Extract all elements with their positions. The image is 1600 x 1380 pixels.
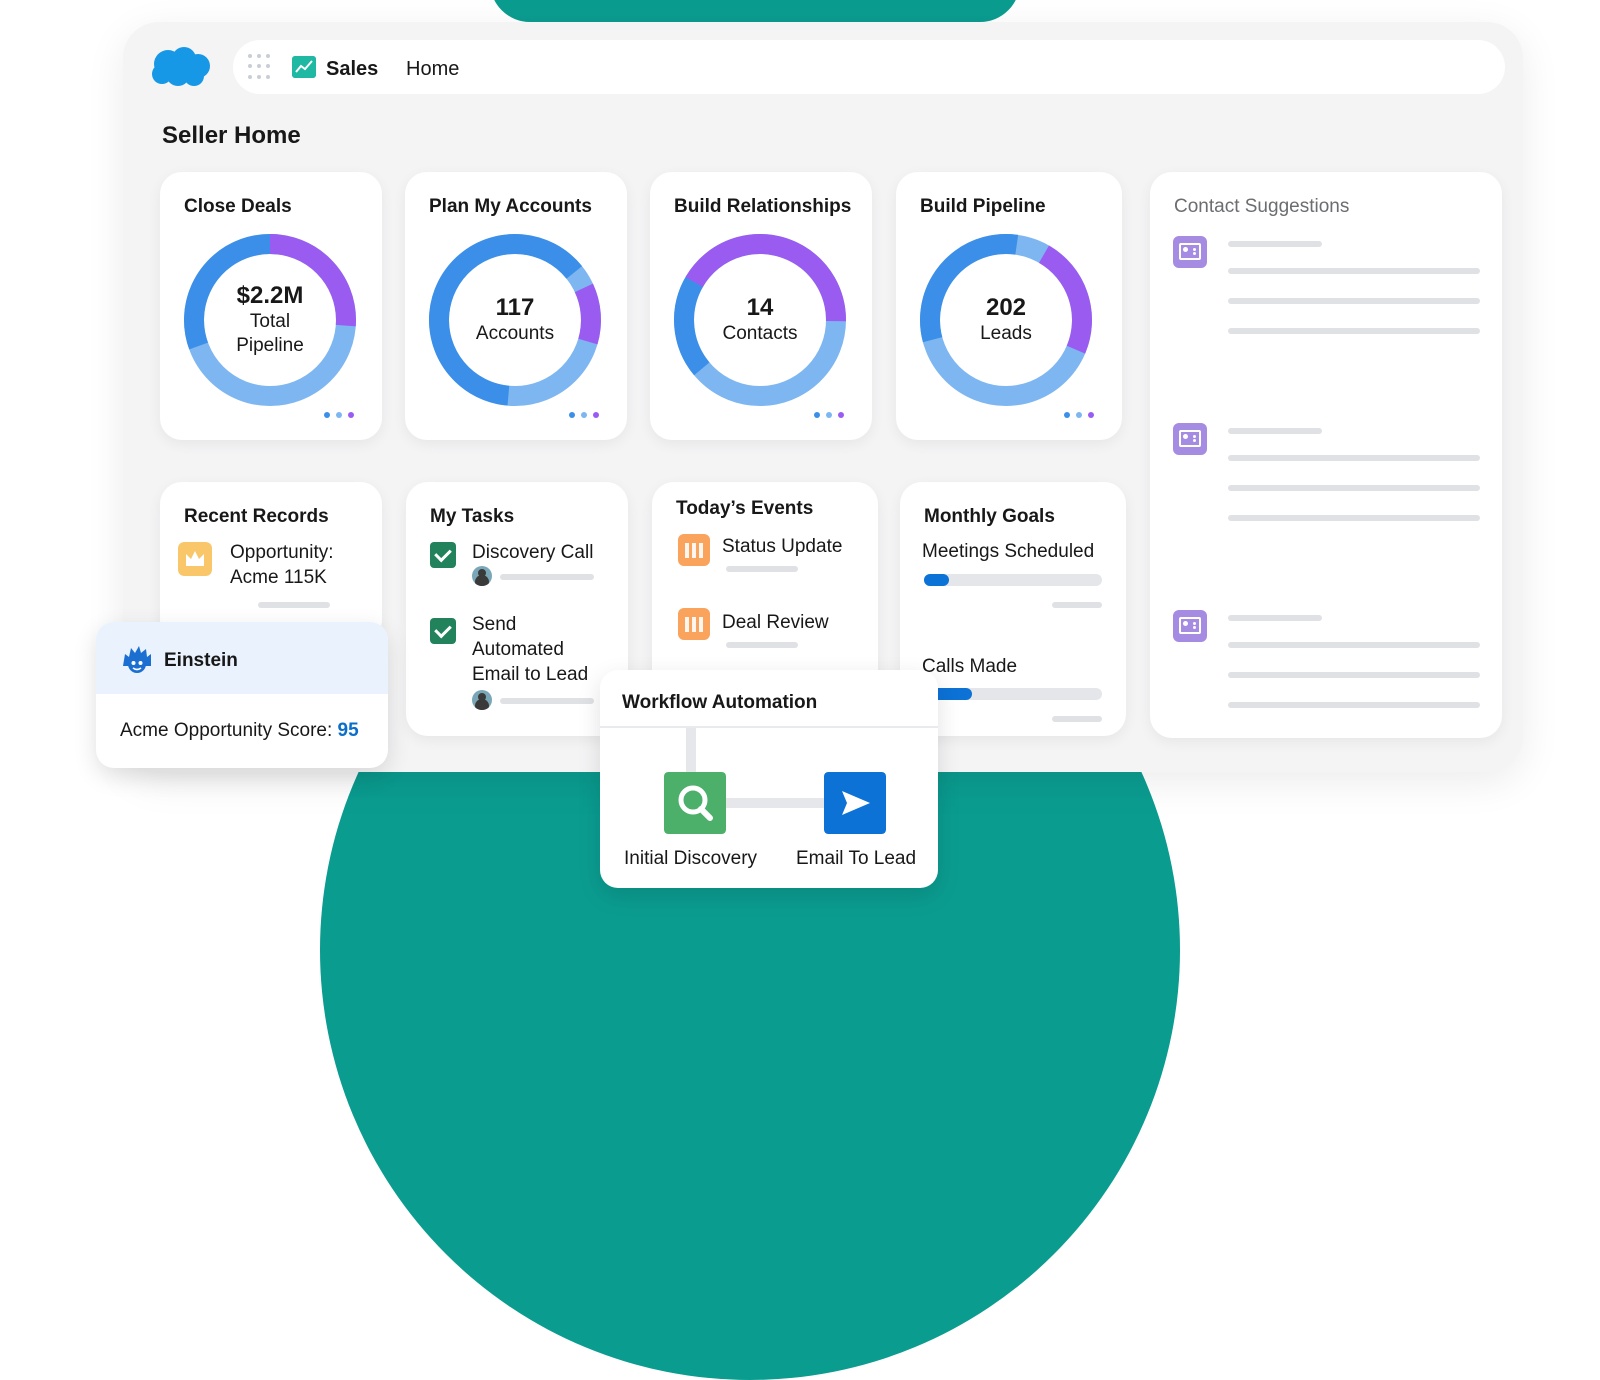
donut-center: 117 Accounts <box>425 230 605 410</box>
card-my-tasks: My Tasks <box>406 482 628 736</box>
send-icon[interactable] <box>824 772 886 834</box>
task-label[interactable]: Send Automated Email to Lead <box>472 614 589 685</box>
donut-chart <box>674 234 846 406</box>
event-label[interactable]: Status Update <box>722 536 843 557</box>
donut-center: 202 Leads <box>916 230 1096 410</box>
pagination-dots[interactable] <box>324 412 354 418</box>
card-title: Today’s Events <box>676 498 814 519</box>
card-title: Plan My Accounts <box>429 196 592 217</box>
task-checkbox[interactable] <box>430 618 456 644</box>
nav-tab-home[interactable]: Home <box>406 58 460 80</box>
workflow-automation-panel[interactable]: Workflow Automation Initial Discovery Em… <box>600 670 938 888</box>
avatar <box>472 690 492 710</box>
card-build-pipeline[interactable]: Build Pipeline 202 Leads <box>896 172 1122 440</box>
card-plan-my-accounts[interactable]: Plan My Accounts 117 Accounts <box>405 172 627 440</box>
connector <box>686 728 696 772</box>
card-title: Monthly Goals <box>924 506 1055 527</box>
goal-label: Meetings Scheduled <box>922 541 1095 562</box>
donut-chart <box>429 234 601 406</box>
metric-value: 14 <box>746 294 774 321</box>
score-value: 95 <box>337 720 359 741</box>
contact-card-icon[interactable] <box>1173 236 1207 268</box>
app-launcher-icon[interactable] <box>248 54 274 80</box>
card-build-relationships[interactable]: Build Relationships 14 Contacts <box>650 172 872 440</box>
workflow-title: Workflow Automation <box>622 692 818 713</box>
pagination-dots[interactable] <box>1064 412 1094 418</box>
card-title: Contact Suggestions <box>1174 196 1350 217</box>
divider <box>600 726 938 728</box>
recent-record-item[interactable]: Opportunity: Acme 115K <box>230 542 334 588</box>
background-shape-top <box>490 0 1020 22</box>
salesforce-logo-icon[interactable] <box>150 46 212 88</box>
avatar <box>472 566 492 586</box>
event-label[interactable]: Deal Review <box>722 612 829 633</box>
donut-chart <box>920 234 1092 406</box>
einstein-title: Einstein <box>164 650 238 671</box>
task-label[interactable]: Discovery Call <box>472 542 594 563</box>
metric-value: 117 <box>495 294 535 321</box>
calendar-icon <box>678 608 710 640</box>
donut-chart <box>184 234 356 406</box>
task-checkbox[interactable] <box>430 542 456 568</box>
card-title: Build Relationships <box>674 196 852 217</box>
goal-progress-bar <box>924 574 1102 586</box>
calendar-icon <box>678 534 710 566</box>
card-title: Close Deals <box>184 196 292 217</box>
app-name[interactable]: Sales <box>326 58 379 80</box>
workflow-step-label: Initial Discovery <box>624 848 758 869</box>
crown-icon <box>178 542 212 576</box>
top-navigation-bar <box>233 40 1505 94</box>
goal-progress-bar <box>924 688 1102 700</box>
card-close-deals[interactable]: Close Deals $2.2M Total Pipeline <box>160 172 382 440</box>
metric-value: 202 <box>985 294 1027 321</box>
einstein-panel[interactable]: Einstein Acme Opportunity Score: 95 <box>96 622 388 768</box>
goal-label: Calls Made <box>922 656 1018 677</box>
metric-caption: Total Pipeline <box>236 311 304 356</box>
card-title: My Tasks <box>430 506 515 527</box>
metric-caption: Contacts <box>722 323 798 344</box>
metric-value: $2.2M <box>236 282 304 309</box>
metric-caption: Accounts <box>475 323 555 344</box>
metric-caption: Leads <box>980 323 1032 344</box>
search-icon[interactable] <box>664 772 726 834</box>
workflow-step-label: Email To Lead <box>796 848 917 869</box>
donut-center: $2.2M Total Pipeline <box>180 230 360 410</box>
donut-center: 14 Contacts <box>670 230 850 410</box>
card-title: Recent Records <box>184 506 329 527</box>
sales-app-icon <box>292 56 316 78</box>
page-title: Seller Home <box>162 122 301 149</box>
contact-card-icon[interactable] <box>1173 423 1207 455</box>
contact-card-icon[interactable] <box>1173 610 1207 642</box>
pagination-dots[interactable] <box>814 412 844 418</box>
card-title: Build Pipeline <box>920 196 1046 217</box>
connector <box>726 798 826 808</box>
einstein-icon <box>123 646 151 673</box>
pagination-dots[interactable] <box>569 412 599 418</box>
opportunity-score: Acme Opportunity Score: 95 <box>120 720 359 741</box>
